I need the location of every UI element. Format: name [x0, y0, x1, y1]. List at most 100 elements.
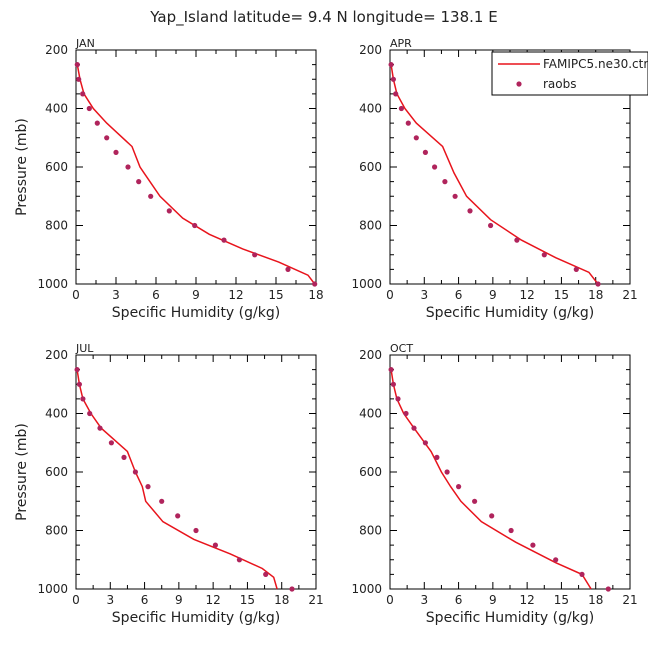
x-tick-label: 9	[192, 288, 200, 302]
obs-point	[86, 105, 92, 112]
x-tick-label: 15	[554, 288, 569, 302]
obs-point	[432, 164, 438, 170]
panel-label: OCT	[390, 342, 413, 355]
obs-point	[422, 149, 428, 155]
obs-point	[530, 542, 536, 548]
obs-point	[411, 425, 417, 431]
plot-frame	[389, 354, 631, 590]
y-tick-label: 600	[45, 160, 68, 174]
panel-jan: 0 3 6 9 12 15 18 200 400 600 800 1000 Specific Humid…	[14, 37, 324, 321]
y-tick-label: 1000	[351, 582, 382, 596]
obs-point	[159, 498, 165, 504]
x-tick-label: 15	[240, 593, 255, 607]
legend-label-obs: raobs	[543, 77, 577, 91]
obs-point	[125, 164, 131, 170]
obs-point	[489, 513, 495, 519]
obs-point	[97, 425, 103, 431]
y-tick-label: 400	[359, 102, 382, 116]
y-tick-label: 1000	[37, 277, 68, 291]
x-tick-label: 0	[72, 593, 80, 607]
obs-point	[74, 62, 80, 68]
series-line-model	[76, 64, 316, 285]
obs-point	[398, 105, 404, 112]
obs-point	[175, 513, 181, 519]
obs-point	[192, 222, 198, 229]
x-tick-label: 15	[554, 593, 569, 607]
obs-point	[108, 440, 114, 446]
y-tick-label: 600	[45, 465, 68, 479]
y-tick-label: 200	[359, 43, 382, 57]
obs-point	[553, 557, 559, 563]
y-tick-label: 400	[359, 407, 382, 421]
legend-label-model: FAMIPC5.ne30.ctrl	[543, 57, 648, 71]
obs-point	[605, 586, 611, 592]
x-tick-label: 3	[420, 288, 428, 302]
y-axis-title: Pressure (mb)	[14, 118, 30, 216]
y-tick-label: 400	[45, 407, 68, 421]
obs-point	[444, 469, 450, 475]
obs-point	[452, 193, 458, 199]
y-tick-label: 400	[45, 102, 68, 116]
x-tick-label: 6	[152, 288, 160, 302]
obs-point	[104, 135, 110, 141]
x-tick-label: 0	[72, 288, 80, 302]
x-tick-label: 21	[622, 288, 637, 302]
obs-point	[390, 76, 396, 82]
x-tick-label: 3	[420, 593, 428, 607]
obs-point	[252, 252, 258, 258]
x-tick-label: 18	[274, 593, 289, 607]
x-axis-title: Specific Humidity (g/kg)	[426, 610, 594, 626]
obs-point	[148, 193, 154, 199]
x-tick-label: 0	[386, 593, 394, 607]
plot-frame	[75, 49, 317, 285]
y-tick-label: 800	[359, 524, 382, 538]
obs-point	[145, 484, 151, 490]
x-axis-title: Specific Humidity (g/kg)	[112, 610, 280, 626]
obs-point	[508, 527, 514, 534]
plot-frame	[75, 354, 317, 590]
series-line-model	[76, 369, 278, 590]
series-line-model	[390, 64, 599, 285]
series-line-model	[390, 369, 592, 590]
x-tick-label: 15	[268, 288, 283, 302]
obs-point	[403, 410, 409, 417]
y-tick-label: 1000	[37, 582, 68, 596]
obs-point	[193, 527, 199, 534]
obs-point	[388, 367, 394, 373]
x-axis-title: Specific Humidity (g/kg)	[426, 305, 594, 321]
x-tick-label: 3	[106, 593, 114, 607]
y-tick-label: 800	[359, 219, 382, 233]
x-tick-label: 3	[112, 288, 120, 302]
obs-point	[76, 381, 82, 387]
figure-title: Yap_Island latitude= 9.4 N longitude= 13…	[149, 8, 497, 27]
panel-oct: 0 3 6 9 12 15 18 21 200 400 600 800 1000 Specific Hum…	[351, 342, 637, 626]
obs-point	[395, 396, 401, 402]
obs-point	[595, 281, 601, 287]
x-tick-label: 6	[141, 593, 149, 607]
y-tick-label: 1000	[351, 277, 382, 291]
panel-label: APR	[390, 37, 412, 50]
obs-point	[113, 149, 119, 155]
obs-point	[289, 586, 295, 592]
obs-point	[285, 266, 291, 272]
x-tick-label: 0	[386, 288, 394, 302]
x-tick-label: 18	[308, 288, 323, 302]
obs-point	[456, 484, 462, 490]
obs-point	[312, 281, 318, 287]
obs-point	[467, 208, 473, 214]
obs-point	[121, 454, 127, 460]
obs-point	[76, 76, 82, 82]
obs-point	[579, 571, 585, 578]
legend: FAMIPC5.ne30.ctrl raobs	[491, 51, 648, 96]
x-tick-label: 12	[228, 288, 243, 302]
x-tick-label: 18	[588, 288, 603, 302]
obs-point	[80, 396, 86, 402]
panel-apr: 0 3 6 9 12 15 18 21 200 400 600 800 1000 Specific Hum…	[351, 37, 637, 321]
x-tick-label: 21	[308, 593, 323, 607]
x-tick-label: 12	[520, 593, 535, 607]
y-tick-label: 800	[45, 219, 68, 233]
x-tick-label: 9	[489, 593, 497, 607]
obs-point	[541, 252, 547, 258]
